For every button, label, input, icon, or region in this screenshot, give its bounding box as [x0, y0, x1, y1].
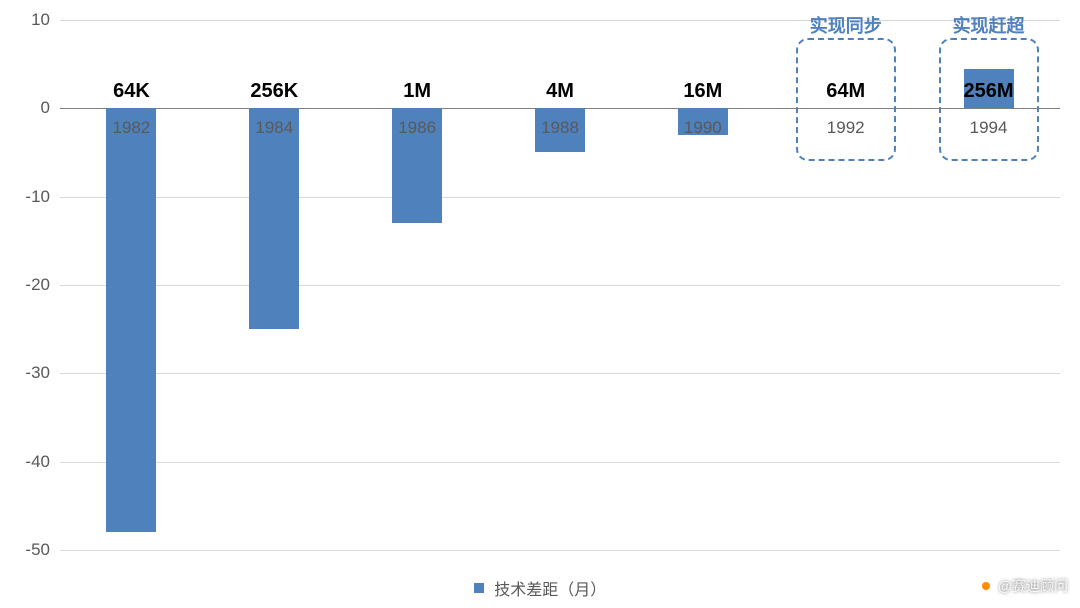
y-tick-label: 10	[0, 10, 50, 30]
gridline	[60, 462, 1060, 463]
callout-box	[796, 38, 896, 162]
callout-label: 实现同步	[810, 12, 882, 38]
legend-swatch	[474, 583, 484, 593]
watermark-text: @赛迪顾问	[998, 576, 1068, 596]
y-tick-label: -50	[0, 540, 50, 560]
plot-region: 100-10-20-30-40-5064K1982256K19841M19864…	[60, 20, 1060, 550]
category-label: 4M	[546, 80, 574, 103]
y-tick-label: -30	[0, 363, 50, 383]
category-label: 1M	[403, 80, 431, 103]
year-label: 1986	[398, 118, 436, 138]
year-label: 1984	[255, 118, 293, 138]
y-tick-label: -20	[0, 275, 50, 295]
gridline	[60, 550, 1060, 551]
category-label: 64K	[113, 80, 150, 103]
year-label: 1982	[113, 118, 151, 138]
callout-box	[939, 38, 1039, 162]
y-tick-label: -40	[0, 452, 50, 472]
watermark: @赛迪顾问	[978, 576, 1068, 596]
chart-area: 100-10-20-30-40-5064K1982256K19841M19864…	[60, 20, 1060, 550]
year-label: 1990	[684, 118, 722, 138]
year-label: 1988	[541, 118, 579, 138]
callout-label: 实现赶超	[953, 12, 1025, 38]
weibo-icon	[978, 578, 994, 594]
gridline	[60, 197, 1060, 198]
gridline	[60, 285, 1060, 286]
y-tick-label: 0	[0, 98, 50, 118]
gridline	[60, 373, 1060, 374]
gridline	[60, 20, 1060, 21]
y-tick-label: -10	[0, 187, 50, 207]
legend-label: 技术差距（月）	[494, 582, 606, 599]
category-label: 256K	[250, 80, 298, 103]
bar	[106, 108, 156, 532]
bar	[249, 108, 299, 329]
legend: 技术差距（月）	[0, 576, 1080, 600]
category-label: 16M	[683, 80, 722, 103]
